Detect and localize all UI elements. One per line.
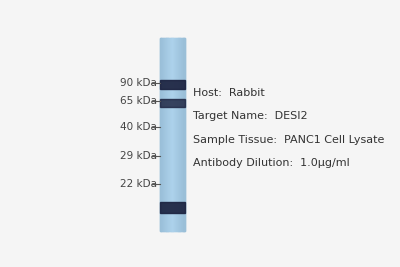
- Bar: [182, 38, 183, 231]
- Bar: [183, 38, 184, 231]
- Bar: [175, 38, 176, 231]
- Bar: [167, 38, 168, 231]
- Bar: [178, 38, 179, 231]
- Bar: [180, 38, 181, 231]
- Bar: [162, 38, 163, 231]
- Bar: [176, 38, 177, 231]
- Bar: [169, 38, 170, 231]
- Bar: [164, 38, 165, 231]
- Bar: [165, 38, 166, 231]
- Text: 29 kDa: 29 kDa: [120, 151, 157, 161]
- Text: Host:  Rabbit: Host: Rabbit: [193, 88, 264, 97]
- Bar: [160, 202, 185, 213]
- Text: 90 kDa: 90 kDa: [120, 78, 157, 88]
- Bar: [172, 38, 173, 231]
- Bar: [181, 38, 182, 231]
- Bar: [168, 38, 169, 231]
- Bar: [160, 99, 185, 107]
- Bar: [174, 38, 175, 231]
- Bar: [173, 38, 174, 231]
- Bar: [177, 38, 178, 231]
- Bar: [179, 38, 180, 231]
- Bar: [171, 38, 172, 231]
- Bar: [163, 38, 164, 231]
- Bar: [184, 38, 185, 231]
- Text: Sample Tissue:  PANC1 Cell Lysate: Sample Tissue: PANC1 Cell Lysate: [193, 135, 384, 145]
- Bar: [171, 38, 172, 231]
- Bar: [168, 38, 169, 231]
- Bar: [170, 38, 171, 231]
- Bar: [163, 38, 164, 231]
- Text: Antibody Dilution:  1.0µg/ml: Antibody Dilution: 1.0µg/ml: [193, 159, 349, 168]
- Bar: [169, 38, 170, 231]
- Bar: [180, 38, 181, 231]
- Text: 40 kDa: 40 kDa: [120, 121, 157, 132]
- Bar: [160, 38, 161, 231]
- Bar: [181, 38, 182, 231]
- Bar: [172, 38, 173, 231]
- Bar: [161, 38, 162, 231]
- Bar: [174, 38, 175, 231]
- Bar: [162, 38, 163, 231]
- Bar: [160, 80, 185, 89]
- Bar: [166, 38, 167, 231]
- Bar: [164, 38, 165, 231]
- Bar: [170, 38, 171, 231]
- Bar: [160, 38, 161, 231]
- Bar: [176, 38, 177, 231]
- Bar: [184, 38, 185, 231]
- Text: Target Name:  DESI2: Target Name: DESI2: [193, 111, 307, 121]
- Text: 22 kDa: 22 kDa: [120, 179, 157, 189]
- Bar: [183, 38, 184, 231]
- Bar: [182, 38, 183, 231]
- Bar: [175, 38, 176, 231]
- Text: 65 kDa: 65 kDa: [120, 96, 157, 106]
- Bar: [161, 38, 162, 231]
- Bar: [173, 38, 174, 231]
